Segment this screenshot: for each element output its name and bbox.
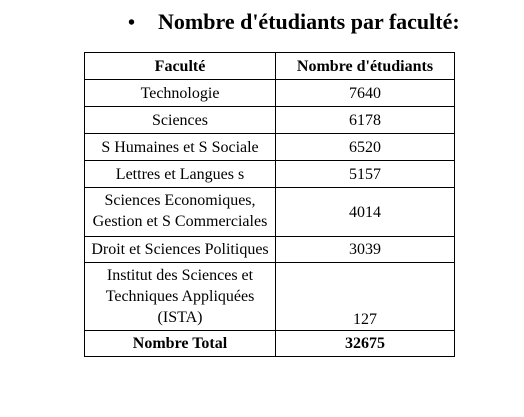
column-header-nombre: Nombre d'étudiants <box>275 52 455 80</box>
faculty-name: S Humaines et S Sociale <box>84 133 276 161</box>
total-label: Nombre Total <box>84 330 276 357</box>
total-row: Nombre Total 32675 <box>84 330 455 357</box>
table-row: Technologie 7640 <box>84 79 455 107</box>
table-row: Lettres et Langues s 5157 <box>84 160 455 188</box>
column-header-faculte: Faculté <box>84 52 276 80</box>
student-count: 6520 <box>275 133 455 161</box>
table-row: Droit et Sciences Politiques 3039 <box>84 236 455 263</box>
table-row: Sciences 6178 <box>84 106 455 134</box>
table-row: Institut des Sciences et Techniques Appl… <box>84 262 455 331</box>
total-value: 32675 <box>275 330 455 357</box>
table-row: S Humaines et S Sociale 6520 <box>84 133 455 161</box>
faculty-name: Sciences Economiques, Gestion et S Comme… <box>84 187 276 237</box>
students-by-faculty-table: Faculté Nombre d'étudiants Technologie 7… <box>84 52 455 357</box>
faculty-name: Sciences <box>84 106 276 134</box>
student-count: 127 <box>275 262 455 331</box>
faculty-name: Lettres et Langues s <box>84 160 276 188</box>
section-heading: • Nombre d'étudiants par faculté: <box>128 6 460 39</box>
faculty-name: Droit et Sciences Politiques <box>84 236 276 263</box>
student-count: 5157 <box>275 160 455 188</box>
student-count: 6178 <box>275 106 455 134</box>
heading-title: Nombre d'étudiants par faculté: <box>158 9 460 34</box>
student-count: 4014 <box>275 187 455 237</box>
table-header-row: Faculté Nombre d'étudiants <box>84 52 455 80</box>
bullet-icon: • <box>128 12 136 34</box>
student-count: 7640 <box>275 79 455 107</box>
faculty-name: Institut des Sciences et Techniques Appl… <box>84 262 276 331</box>
faculty-name: Technologie <box>84 79 276 107</box>
table-row: Sciences Economiques, Gestion et S Comme… <box>84 187 455 237</box>
student-count: 3039 <box>275 236 455 263</box>
